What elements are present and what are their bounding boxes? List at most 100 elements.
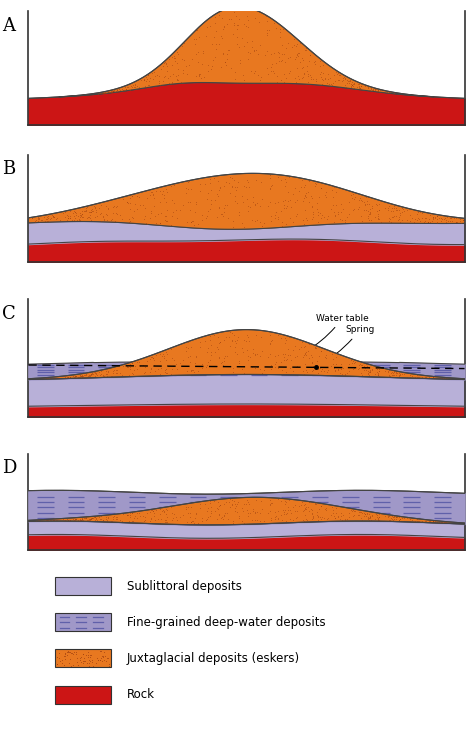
Point — [174, 63, 182, 75]
Point — [348, 76, 356, 88]
Point — [289, 514, 297, 526]
Point — [108, 86, 115, 98]
Point — [207, 177, 214, 189]
Point — [78, 369, 85, 381]
Point — [242, 21, 250, 32]
Point — [243, 494, 251, 506]
Point — [350, 506, 358, 517]
Point — [149, 352, 156, 364]
Point — [390, 370, 397, 382]
Point — [366, 510, 374, 522]
Point — [252, 362, 259, 374]
Point — [179, 199, 187, 211]
Point — [329, 507, 337, 519]
Point — [300, 499, 307, 511]
Point — [304, 501, 312, 513]
Point — [272, 58, 280, 69]
Point — [334, 69, 341, 80]
Point — [66, 514, 73, 526]
Point — [186, 507, 194, 519]
Point — [260, 515, 267, 527]
Point — [82, 205, 90, 217]
Point — [274, 211, 282, 223]
Point — [388, 202, 395, 214]
Point — [426, 514, 434, 526]
Point — [385, 365, 393, 376]
Point — [181, 37, 188, 49]
Point — [284, 342, 292, 354]
Point — [220, 180, 228, 192]
Point — [350, 357, 358, 369]
Point — [283, 72, 290, 84]
Point — [346, 77, 353, 89]
Point — [384, 366, 392, 378]
Point — [93, 652, 101, 663]
Point — [374, 369, 382, 381]
Point — [457, 217, 465, 229]
Point — [102, 200, 109, 212]
Point — [366, 206, 374, 218]
Point — [246, 508, 254, 520]
Point — [230, 19, 238, 31]
Point — [322, 186, 330, 198]
Point — [347, 81, 355, 93]
Point — [192, 33, 200, 45]
Point — [252, 506, 259, 518]
Point — [80, 658, 87, 669]
Point — [186, 196, 194, 207]
Point — [82, 205, 89, 217]
Point — [362, 511, 370, 523]
Point — [385, 212, 392, 224]
Point — [103, 370, 111, 382]
Point — [86, 370, 94, 382]
Point — [213, 514, 220, 525]
Point — [204, 206, 212, 218]
Point — [309, 510, 317, 522]
Point — [392, 367, 400, 379]
Point — [398, 512, 406, 524]
Point — [229, 221, 237, 232]
Point — [150, 507, 158, 519]
Point — [328, 184, 336, 196]
Point — [199, 515, 206, 527]
Point — [295, 500, 303, 512]
Point — [159, 75, 167, 86]
Point — [366, 365, 374, 377]
Point — [254, 197, 261, 209]
Point — [375, 204, 383, 216]
Point — [85, 654, 92, 666]
Point — [416, 206, 423, 218]
Point — [385, 514, 393, 526]
Point — [150, 189, 157, 201]
Point — [414, 212, 422, 224]
Point — [104, 652, 112, 664]
Point — [364, 512, 372, 524]
Point — [343, 77, 351, 89]
Point — [116, 368, 123, 379]
Point — [216, 182, 224, 194]
Point — [58, 654, 65, 666]
Point — [437, 215, 445, 227]
Point — [162, 516, 169, 528]
Point — [156, 217, 164, 229]
Point — [190, 517, 198, 529]
Point — [335, 67, 342, 79]
Point — [176, 204, 183, 215]
Point — [249, 506, 256, 517]
Point — [281, 180, 289, 192]
Point — [101, 87, 109, 99]
Point — [340, 362, 347, 373]
Point — [249, 196, 256, 208]
Point — [234, 496, 242, 508]
Point — [438, 372, 446, 384]
Point — [271, 209, 279, 221]
Point — [174, 48, 182, 60]
Point — [429, 372, 437, 384]
Point — [406, 514, 414, 525]
Point — [162, 56, 169, 68]
Point — [86, 206, 93, 218]
Point — [301, 44, 309, 56]
Point — [218, 356, 226, 368]
Point — [108, 370, 116, 382]
Point — [226, 44, 233, 56]
